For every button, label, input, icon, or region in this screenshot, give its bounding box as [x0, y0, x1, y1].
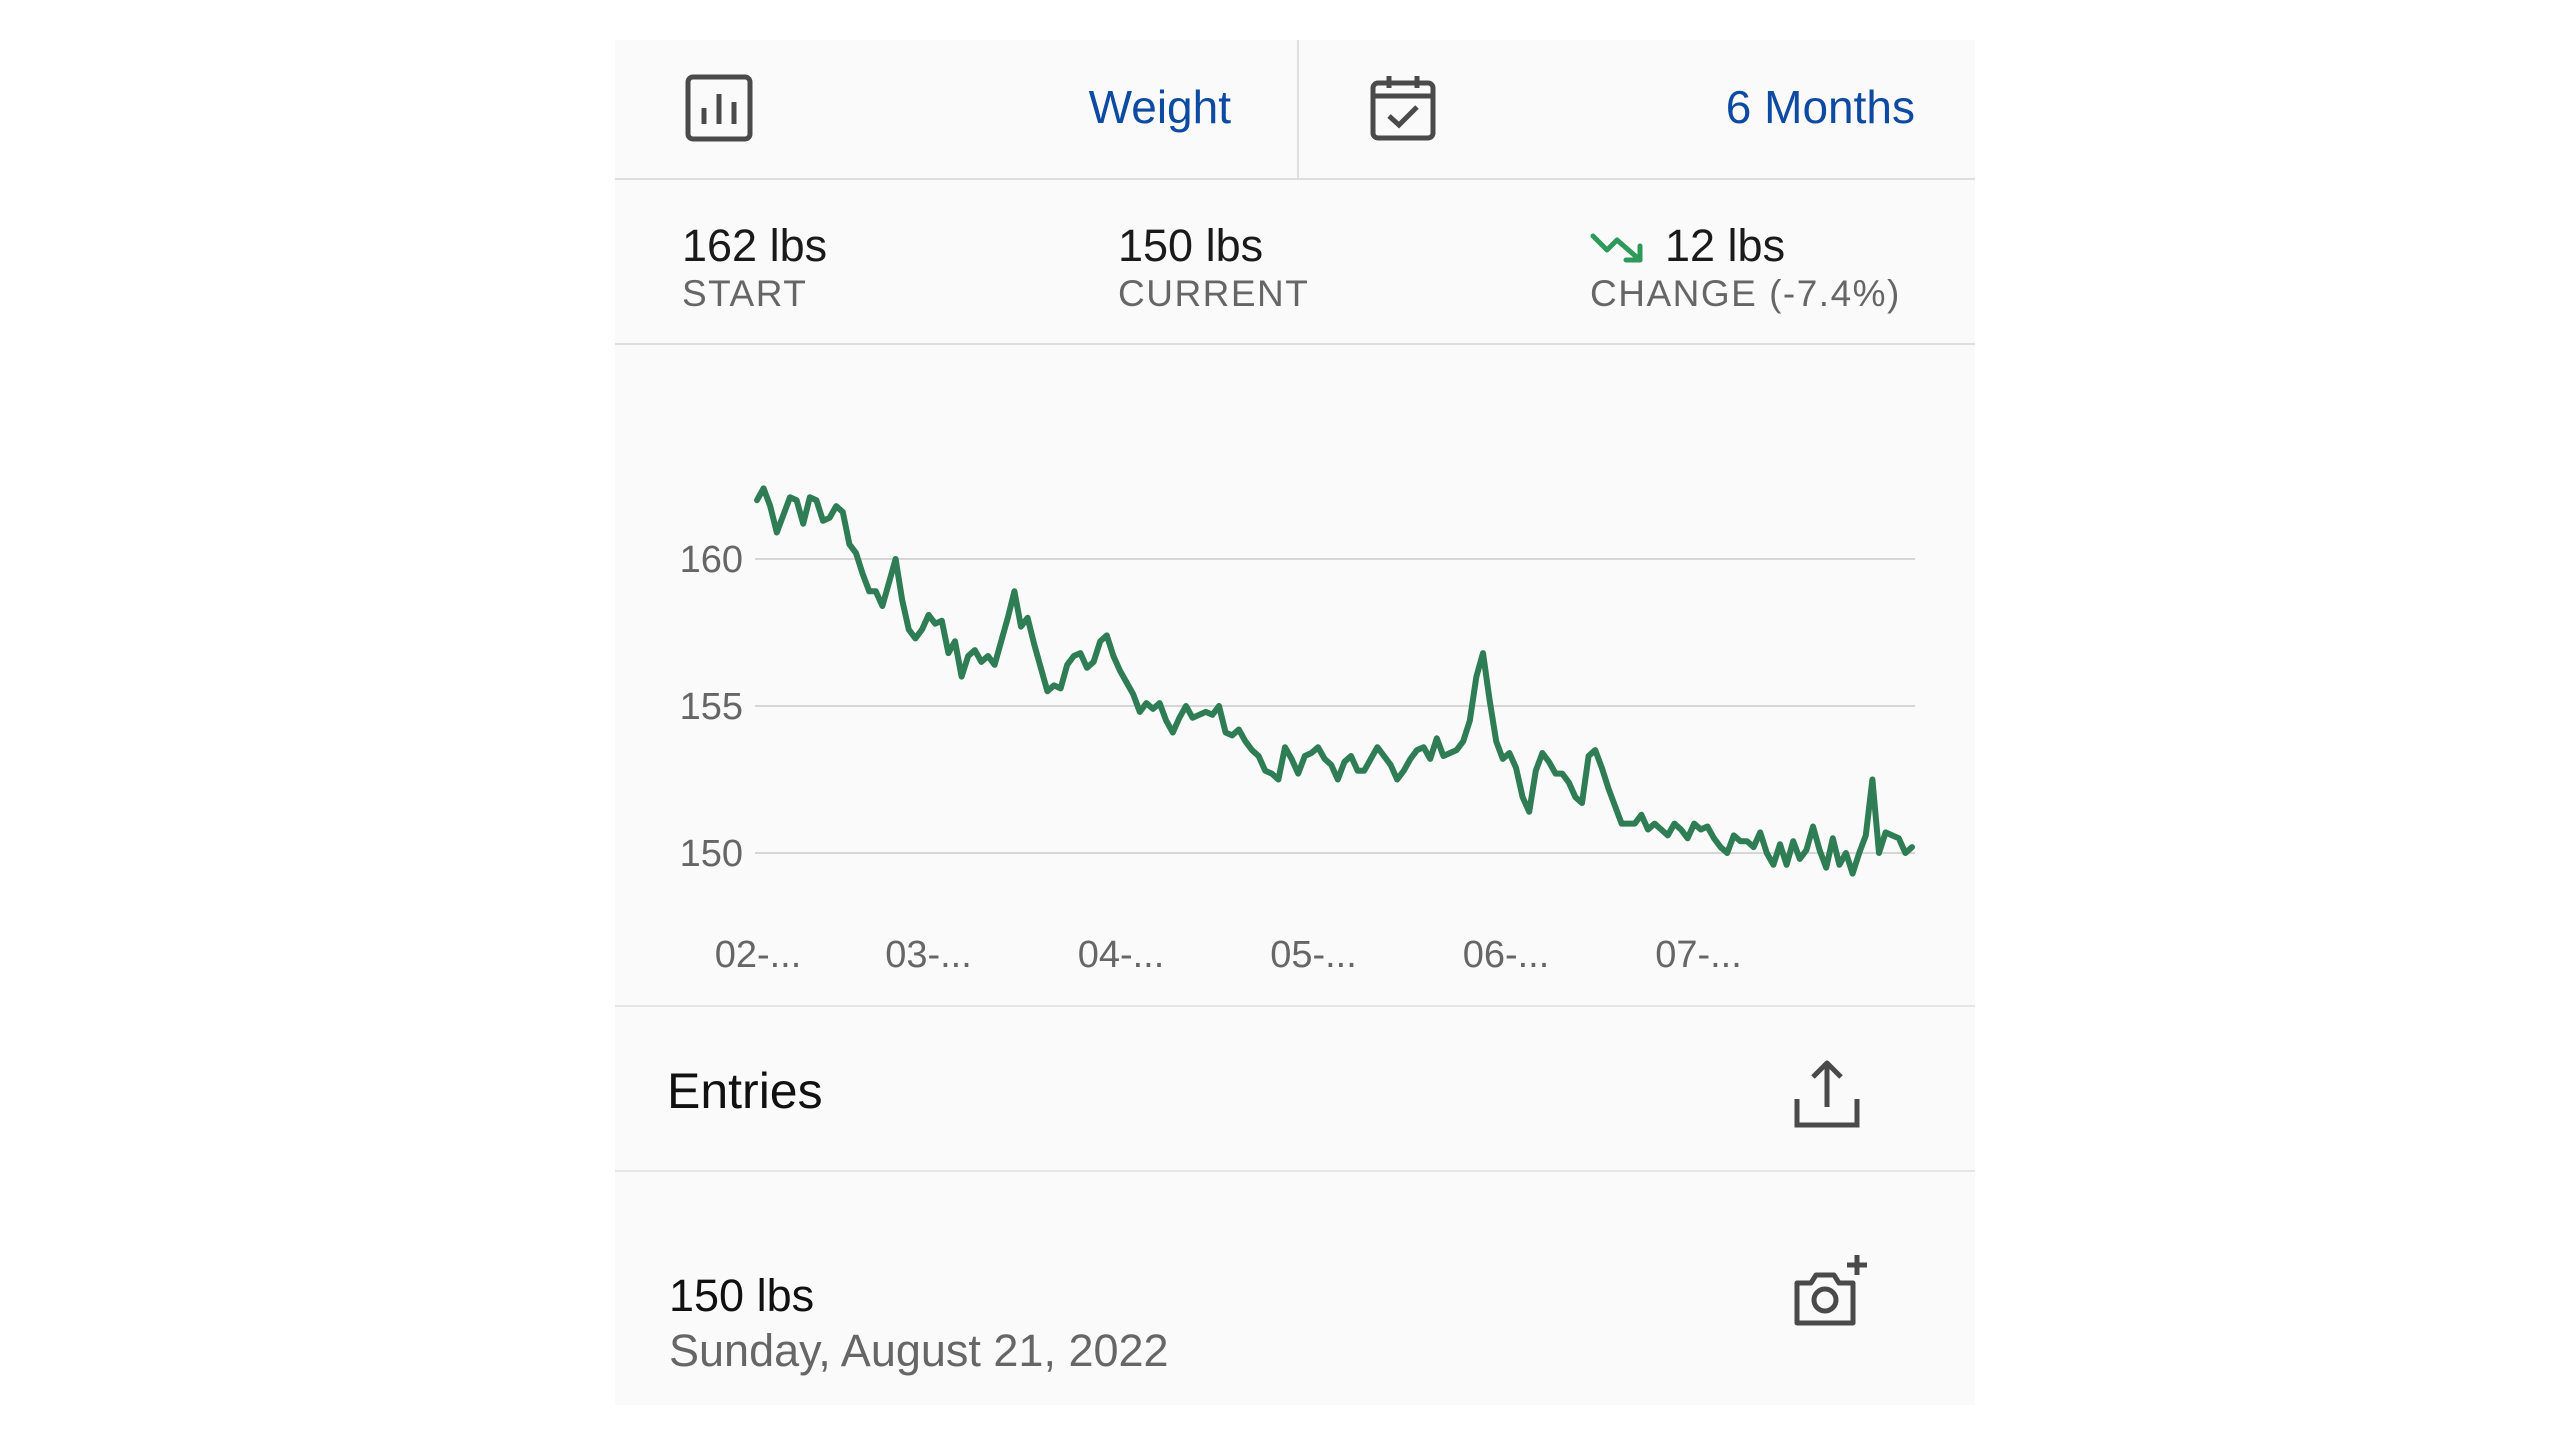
range-selector[interactable]: 6 Months [1299, 40, 1975, 178]
start-label: START [682, 273, 808, 314]
entry-date: Sunday, August 21, 2022 [669, 1325, 1169, 1376]
x-tick-label: 06-... [1463, 934, 1550, 976]
change-value: 12 lbs [1665, 220, 1786, 271]
camera-add-icon[interactable] [1791, 1253, 1871, 1333]
calendar-check-icon [1370, 76, 1436, 141]
x-tick-label: 03-... [885, 934, 972, 976]
stats-row: 162 lbs START 150 lbs CURRENT 12 lbs CHA… [615, 180, 1975, 345]
trend-down-icon [1590, 233, 1643, 263]
y-tick-label: 160 [680, 539, 743, 581]
entry-row[interactable]: 150 lbs Sunday, August 21, 2022 [615, 1170, 1975, 1405]
x-tick-label: 05-... [1270, 934, 1357, 976]
weight-panel: Weight 6 Months 162 lbs START 150 lbs CU… [615, 40, 1975, 1405]
metric-selector[interactable]: Weight [615, 40, 1299, 178]
x-tick-label: 02-... [715, 934, 802, 976]
chart-svg: 160 155 150 02-... 03-... 04-... 05-... 06-... 0… [680, 485, 1915, 976]
entries-header: Entries [615, 1005, 1975, 1172]
y-tick-label: 155 [680, 686, 743, 728]
series-line-0 [754, 485, 1915, 877]
selector-row: Weight 6 Months [615, 40, 1975, 180]
bar-chart-icon [685, 74, 753, 142]
x-tick-label: 07-... [1655, 934, 1742, 976]
x-tick-label: 04-... [1078, 934, 1165, 976]
start-value: 162 lbs [682, 220, 828, 271]
weight-chart[interactable]: 160 155 150 02-... 03-... 04-... 05-... 06-... 0… [615, 345, 1975, 1045]
current-label: CURRENT [1118, 273, 1310, 314]
current-value: 150 lbs [1118, 220, 1264, 271]
range-label: 6 Months [1725, 81, 1915, 133]
change-label: CHANGE (-7.4%) [1590, 273, 1901, 314]
share-icon[interactable] [1793, 1057, 1861, 1129]
entry-weight: 150 lbs [669, 1270, 815, 1321]
entries-title: Entries [667, 1063, 823, 1119]
y-tick-label: 150 [680, 833, 743, 875]
metric-label: Weight [1088, 81, 1231, 133]
